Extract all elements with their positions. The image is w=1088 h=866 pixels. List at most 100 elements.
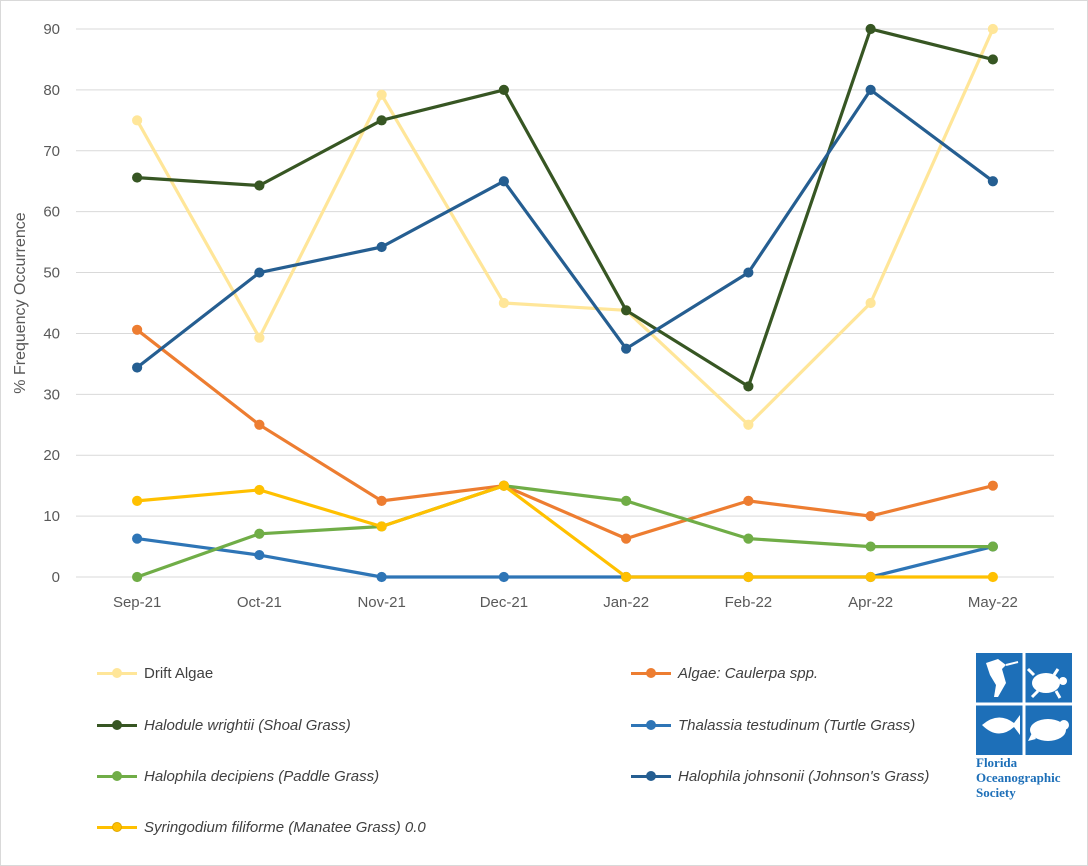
data-point (498, 176, 509, 187)
legend-swatch (97, 769, 137, 783)
data-point (621, 495, 632, 506)
data-point (621, 305, 632, 316)
data-point (865, 541, 876, 552)
series-line (136, 484, 993, 579)
y-tick-label: 0 (52, 569, 60, 586)
data-point (254, 419, 265, 430)
legend-swatch (97, 666, 137, 680)
data-point (743, 533, 754, 544)
data-point (987, 571, 998, 583)
legend-label: Syringodium filiforme (Manatee Grass) 0.… (144, 818, 426, 836)
y-tick-label: 80 (43, 82, 60, 99)
series-line (135, 28, 995, 427)
data-point (132, 172, 143, 183)
data-point (743, 571, 754, 583)
series-line (136, 27, 994, 388)
data-point (621, 571, 632, 583)
x-tick-label: Sep-21 (113, 594, 161, 611)
y-tick-label: 10 (43, 508, 60, 525)
x-tick-label: Oct-21 (237, 594, 282, 611)
data-point (132, 571, 143, 583)
legend-label: Thalassia testudinum (Turtle Grass) (678, 716, 916, 734)
data-point (376, 241, 387, 253)
florida-oceanographic-logo: Florida Oceanographic Society (976, 653, 1072, 803)
x-tick-label: Feb-22 (725, 594, 773, 611)
legend-swatch (97, 718, 137, 732)
data-point (498, 571, 509, 583)
legend-item-drift-algae: Drift Algae (97, 662, 213, 684)
data-point (743, 495, 754, 506)
logo-wordmark: Florida Oceanographic Society (976, 755, 1086, 800)
y-tick-label: 60 (43, 204, 60, 221)
legend-swatch (631, 769, 671, 783)
y-tick-label: 30 (43, 386, 60, 403)
data-point (498, 480, 509, 491)
data-point (743, 381, 754, 392)
logo-line: Oceanographic (976, 770, 1061, 785)
x-tick-label: May-22 (968, 594, 1018, 611)
data-point (254, 332, 265, 343)
data-point (132, 533, 143, 544)
data-point (865, 297, 876, 309)
data-point (865, 511, 876, 522)
x-tick-label: Nov-21 (357, 594, 405, 611)
data-point (498, 84, 509, 95)
legend-item-shoal-grass: Halodule wrightii (Shoal Grass) (97, 714, 351, 736)
data-point (865, 23, 876, 35)
y-tick-label: 40 (43, 325, 60, 342)
data-point (743, 419, 754, 430)
data-point (254, 484, 265, 496)
legend-swatch (97, 820, 137, 834)
data-point (132, 324, 143, 335)
data-point (865, 571, 876, 583)
y-tick-label: 20 (43, 447, 60, 464)
data-point (254, 180, 265, 191)
y-tick-label: 90 (43, 21, 60, 38)
data-point (132, 362, 143, 373)
logo-line: Society (976, 785, 1016, 800)
data-point (376, 115, 387, 126)
legend-label: Halodule wrightii (Shoal Grass) (144, 716, 351, 734)
series-line (136, 537, 994, 579)
legend-label: Halophila johnsonii (Johnson's Grass) (678, 767, 930, 785)
series-line (136, 328, 994, 541)
data-point (132, 115, 143, 126)
legend-label: Algae: Caulerpa spp. (678, 664, 819, 682)
data-point (987, 54, 998, 65)
y-axis-label: % Frequency Occurrence (12, 212, 29, 394)
data-point (132, 495, 143, 506)
data-point (254, 267, 265, 278)
data-point (254, 549, 265, 561)
legend-label: Drift Algae (144, 664, 214, 682)
logo-line: Florida (976, 755, 1018, 770)
legend-item-turtle-grass: Thalassia testudinum (Turtle Grass) (631, 714, 915, 736)
y-tick-label: 70 (43, 143, 60, 160)
data-point (987, 480, 998, 491)
data-point (621, 343, 632, 354)
x-tick-label: Apr-22 (848, 594, 893, 611)
data-point (376, 571, 387, 583)
chart-legend: Drift Algae Algae: Caulerpa spp. Halodul… (1, 651, 961, 851)
data-point (376, 89, 387, 100)
data-point (621, 533, 632, 544)
y-tick-label: 50 (43, 265, 60, 282)
series-line (136, 88, 994, 369)
legend-swatch (631, 718, 671, 732)
data-point (865, 84, 876, 95)
logo-emblem (976, 653, 1072, 755)
data-point (498, 297, 509, 309)
data-point (987, 541, 998, 552)
data-point (743, 267, 754, 278)
legend-item-paddle-grass: Halophila decipiens (Paddle Grass) (97, 765, 379, 787)
data-point (376, 495, 387, 506)
x-tick-label: Jan-22 (603, 594, 649, 611)
legend-swatch (631, 666, 671, 680)
legend-item-manatee-grass: Syringodium filiforme (Manatee Grass) 0.… (97, 816, 426, 838)
data-point (987, 23, 998, 35)
data-point (987, 176, 998, 187)
line-chart: 0 10 20 30 40 50 60 70 80 90 Sep-21 Oct-21 Nov-21 Dec… (12, 21, 1054, 611)
series-line (136, 484, 993, 579)
data-point (254, 528, 265, 539)
data-point (376, 521, 387, 532)
